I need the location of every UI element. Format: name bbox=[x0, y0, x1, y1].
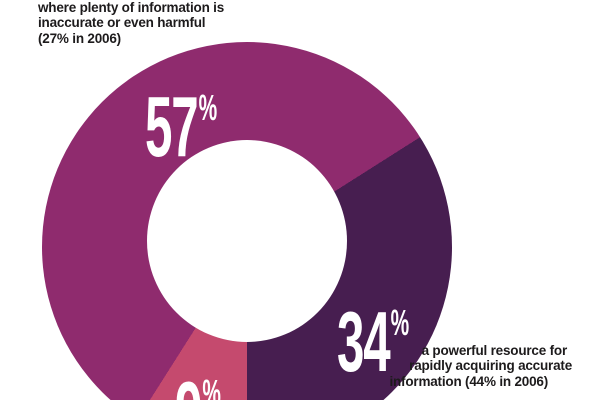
donut-hole bbox=[147, 140, 347, 342]
annotation-line: a powerful resource for bbox=[421, 343, 568, 358]
annotation-line: inaccurate or even harmful bbox=[38, 15, 206, 31]
percent-sign: % bbox=[390, 302, 410, 343]
slice-57-number: 57 bbox=[145, 80, 199, 175]
annotation-inaccurate-harmful: where plenty of information is inaccurat… bbox=[38, 0, 224, 46]
slice-value-label-34: 34% bbox=[337, 280, 409, 400]
annotation-line: information (44% in 2006) bbox=[389, 373, 548, 389]
annotation-powerful-resource: a powerful resource for rapidly acquirin… bbox=[389, 343, 572, 389]
annotation-line: (27% in 2006) bbox=[38, 30, 121, 46]
slice-value-label-57: 57% bbox=[145, 65, 217, 194]
slice-value-label-9: 9% bbox=[175, 350, 221, 400]
slice-34-number: 34 bbox=[337, 295, 391, 390]
percent-sign: % bbox=[202, 372, 221, 400]
slice-9-number: 9 bbox=[175, 365, 202, 400]
percent-sign: % bbox=[198, 87, 218, 128]
annotation-line: where plenty of information is bbox=[38, 0, 225, 15]
annotation-line: rapidly acquiring accurate bbox=[409, 358, 572, 374]
